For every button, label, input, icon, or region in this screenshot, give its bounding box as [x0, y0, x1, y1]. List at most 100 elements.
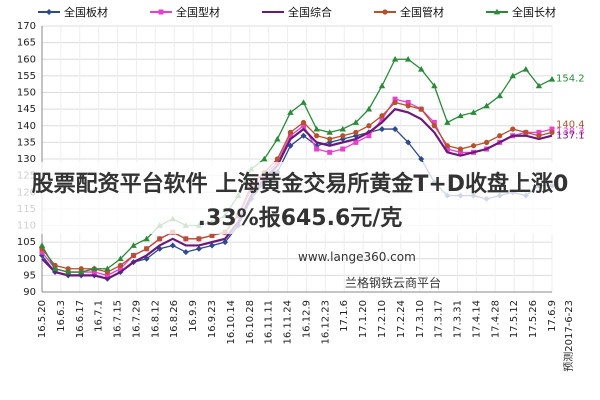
series-line: [41, 98, 553, 277]
data-point: [183, 236, 189, 242]
data-point: [117, 262, 124, 268]
x-tick-label: 17.6.9: [547, 300, 558, 332]
x-tick-label: 16.9.23: [207, 300, 218, 338]
data-point: [261, 155, 268, 162]
data-point: [549, 126, 555, 132]
series-line: [41, 58, 553, 273]
data-point: [431, 82, 438, 89]
data-point: [130, 242, 137, 248]
data-point: [379, 113, 385, 119]
data-point: [470, 109, 477, 115]
data-point: [195, 245, 202, 252]
y-tick-label: 95: [23, 270, 36, 281]
x-tick-label: 16.8.12: [150, 300, 161, 338]
x-tick-label: 16.7.1: [94, 300, 105, 332]
end-value-label: 154.2: [556, 74, 585, 85]
data-point: [117, 255, 124, 262]
y-tick-label: 100: [17, 254, 36, 265]
headline-line2: .33%报645.6元/克: [197, 206, 403, 231]
legend-item: 全国型材: [150, 5, 220, 19]
watermark: www.lange360.com: [298, 250, 416, 264]
data-point: [104, 272, 110, 278]
x-axis: 16.5.20 16.6.3 16.6.17 16.7.1 16.7.15 16.7.29…: [37, 291, 575, 372]
x-tick-label: 16.11.24: [283, 300, 294, 345]
y-tick-label: 165: [17, 38, 36, 49]
forecast-label: 预测2017-6-23: [562, 300, 575, 372]
data-point: [418, 106, 424, 112]
data-point: [78, 266, 84, 272]
data-point: [509, 72, 516, 79]
data-point: [392, 99, 398, 106]
data-point: [39, 249, 45, 255]
data-point: [378, 82, 386, 89]
data-point: [313, 125, 320, 132]
data-point: [457, 146, 464, 152]
data-point: [536, 133, 542, 139]
y-tick-label: 170: [17, 21, 36, 32]
data-point: [182, 249, 189, 256]
x-tick-label: 17.5.12: [509, 300, 520, 338]
data-point: [117, 266, 123, 272]
y-tick-label: 155: [17, 71, 36, 82]
data-point: [431, 123, 437, 129]
x-tick-label: 16.10.28: [245, 300, 256, 345]
x-tick-label: 16.6.3: [56, 300, 67, 332]
data-point: [65, 266, 71, 272]
data-point: [326, 129, 333, 135]
x-tick-label: 16.11.11: [264, 300, 275, 345]
data-point: [444, 146, 450, 152]
x-tick-label: 16.6.17: [75, 300, 86, 338]
data-point: [366, 123, 372, 129]
data-point: [431, 119, 437, 125]
data-point: [548, 76, 556, 82]
data-point: [130, 252, 137, 259]
data-point: [300, 132, 307, 139]
data-point: [470, 143, 477, 149]
x-tick-label: 17.2.10: [377, 300, 388, 338]
data-point: [327, 149, 333, 155]
data-point: [493, 8, 501, 15]
x-tick-label: 17.3.10: [415, 300, 426, 338]
y-tick-label: 130: [17, 154, 36, 165]
grid-lines: [41, 25, 553, 293]
data-point: [405, 103, 411, 109]
data-point: [158, 9, 164, 15]
data-point: [418, 66, 425, 72]
x-tick-label: 17.5.26: [528, 300, 539, 338]
data-point: [392, 96, 398, 102]
data-point: [497, 133, 503, 139]
data-point: [405, 139, 412, 146]
y-tick-label: 90: [23, 287, 36, 298]
y-tick-label: 150: [17, 88, 36, 99]
data-point: [484, 139, 490, 145]
legend-item: 全国管材: [374, 5, 444, 19]
x-tick-label: 17.3.17: [434, 300, 445, 338]
data-point: [46, 9, 52, 15]
data-point: [523, 129, 529, 135]
legend: 全国板材 全国型材 全国综合 全国管材 全国长材: [38, 5, 556, 19]
x-tick-label: 16.10.14: [226, 300, 237, 345]
data-point: [392, 126, 399, 133]
x-tick-label: 16.9.9: [188, 300, 199, 332]
x-tick-label: 16.7.29: [131, 300, 142, 338]
data-point: [339, 125, 346, 132]
legend-label: 全国长材: [512, 5, 556, 19]
data-point: [64, 268, 72, 275]
data-point: [78, 268, 85, 275]
x-tick-label: 17.1.6: [339, 300, 350, 332]
data-point: [169, 242, 176, 249]
data-point: [38, 242, 46, 248]
data-point: [144, 246, 150, 252]
data-point: [274, 135, 281, 142]
data-point: [91, 265, 98, 272]
y-axis: 9095100105110115120125130135140145150155…: [17, 21, 43, 298]
data-point: [535, 82, 543, 89]
data-point: [300, 119, 307, 126]
y-tick-label: 160: [17, 54, 36, 65]
data-point: [314, 146, 320, 152]
end-value-label: 137.1: [556, 130, 585, 141]
data-point: [418, 156, 425, 162]
data-point: [222, 239, 229, 246]
